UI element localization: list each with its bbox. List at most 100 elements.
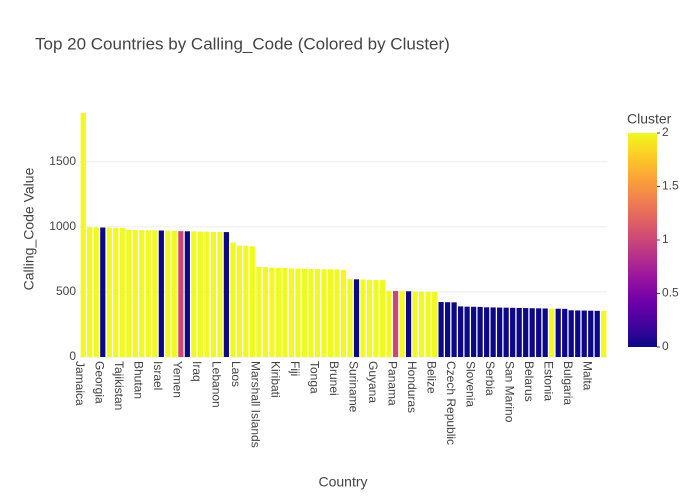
- bar: [269, 267, 275, 357]
- bar: [536, 308, 542, 357]
- bar: [210, 231, 216, 357]
- bar: [438, 301, 444, 357]
- bar: [184, 231, 190, 357]
- bar: [236, 245, 243, 357]
- x-tick-label: Guyana: [366, 361, 380, 403]
- bar: [444, 302, 451, 357]
- bar: [503, 307, 509, 357]
- colorbar-tick-label: 0.5: [662, 286, 679, 300]
- x-tick-label: Kiribati: [268, 361, 282, 398]
- bar: [288, 268, 295, 357]
- bar: [139, 230, 145, 357]
- bar: [178, 231, 184, 357]
- x-tick-label: Czech Republic: [444, 361, 458, 445]
- bar: [152, 230, 158, 357]
- bar: [106, 227, 112, 357]
- x-axis-title: Country: [318, 474, 367, 490]
- bar: [191, 231, 197, 357]
- bar: [523, 308, 529, 357]
- bar: [113, 227, 119, 357]
- bar: [373, 279, 379, 357]
- bar: [87, 227, 93, 357]
- bar: [405, 291, 412, 357]
- bar: [490, 307, 496, 357]
- bar: [256, 266, 262, 357]
- bar: [484, 307, 490, 357]
- bar: [366, 279, 373, 357]
- bar: [418, 291, 425, 357]
- bar: [126, 229, 132, 357]
- bar: [477, 306, 483, 357]
- y-axis-title: Calling_Code Value: [21, 167, 37, 290]
- bar: [451, 302, 457, 357]
- bar: [275, 267, 282, 357]
- x-tick-label: Tajikistan: [112, 361, 126, 410]
- bar: [425, 291, 431, 357]
- bar: [360, 279, 366, 357]
- y-tick-label: 1000: [49, 219, 76, 233]
- x-tick-label: Laos: [229, 361, 243, 387]
- x-tick-label: Brunei: [327, 361, 341, 396]
- bar: [392, 291, 399, 357]
- bar: [386, 290, 392, 357]
- bar: [471, 306, 477, 357]
- x-tick-label: Serbia: [483, 361, 497, 396]
- bar: [158, 230, 164, 357]
- bar: [340, 269, 347, 357]
- colorbar-tick-label: 0: [662, 339, 669, 353]
- bar: [575, 310, 581, 357]
- bar: [204, 231, 210, 357]
- bar: [562, 308, 568, 357]
- bar: [262, 267, 269, 357]
- bar: [497, 307, 503, 357]
- x-tick-label: Lebanon: [210, 361, 224, 408]
- bar: [223, 232, 229, 357]
- x-tick-label: Estonia: [542, 361, 556, 401]
- y-tick-label: 500: [56, 284, 76, 298]
- colorbar-tick-label: 2: [662, 125, 669, 139]
- bar: [165, 230, 171, 357]
- bar: [249, 246, 256, 357]
- colorbar-tick-label: 1.5: [662, 179, 679, 193]
- bar: [379, 280, 386, 357]
- x-tick-label: Belarus: [522, 361, 536, 402]
- bar: [119, 227, 125, 357]
- x-tick-label: Bhutan: [132, 361, 146, 399]
- bar: [327, 269, 334, 357]
- bar: [230, 242, 236, 357]
- bar: [601, 310, 607, 357]
- x-tick-label: Fiji: [288, 361, 302, 376]
- bar: [555, 308, 561, 357]
- bar: [510, 307, 516, 357]
- x-tick-label: San Marino: [502, 361, 516, 423]
- chart-title: Top 20 Countries by Calling_Code (Colore…: [35, 34, 450, 53]
- colorbar: [628, 133, 657, 347]
- colorbar-title: Cluster: [627, 111, 672, 127]
- x-tick-label: Georgia: [93, 361, 107, 404]
- bar: [80, 112, 86, 357]
- y-tick-label: 1500: [49, 154, 76, 168]
- x-tick-label: Belize: [424, 361, 438, 394]
- y-tick-label: 0: [69, 349, 76, 363]
- x-tick-label: Israel: [151, 361, 165, 390]
- bar: [171, 231, 177, 357]
- bar: [132, 229, 138, 357]
- bar: [353, 279, 360, 357]
- bar: [145, 230, 151, 357]
- bar: [308, 268, 314, 357]
- bar: [399, 291, 405, 357]
- bar: [594, 310, 600, 357]
- bar: [542, 308, 548, 357]
- bar: [458, 306, 464, 357]
- bar: [243, 245, 249, 357]
- bar: [334, 269, 340, 357]
- x-tick-label: Malta: [581, 361, 595, 391]
- bar: [347, 279, 353, 357]
- bar: [197, 231, 203, 357]
- bar: [549, 308, 555, 357]
- bar: [588, 310, 594, 357]
- colorbar-tick-label: 1: [662, 232, 669, 246]
- bar: [93, 227, 99, 357]
- x-tick-label: Bulgaria: [561, 361, 575, 405]
